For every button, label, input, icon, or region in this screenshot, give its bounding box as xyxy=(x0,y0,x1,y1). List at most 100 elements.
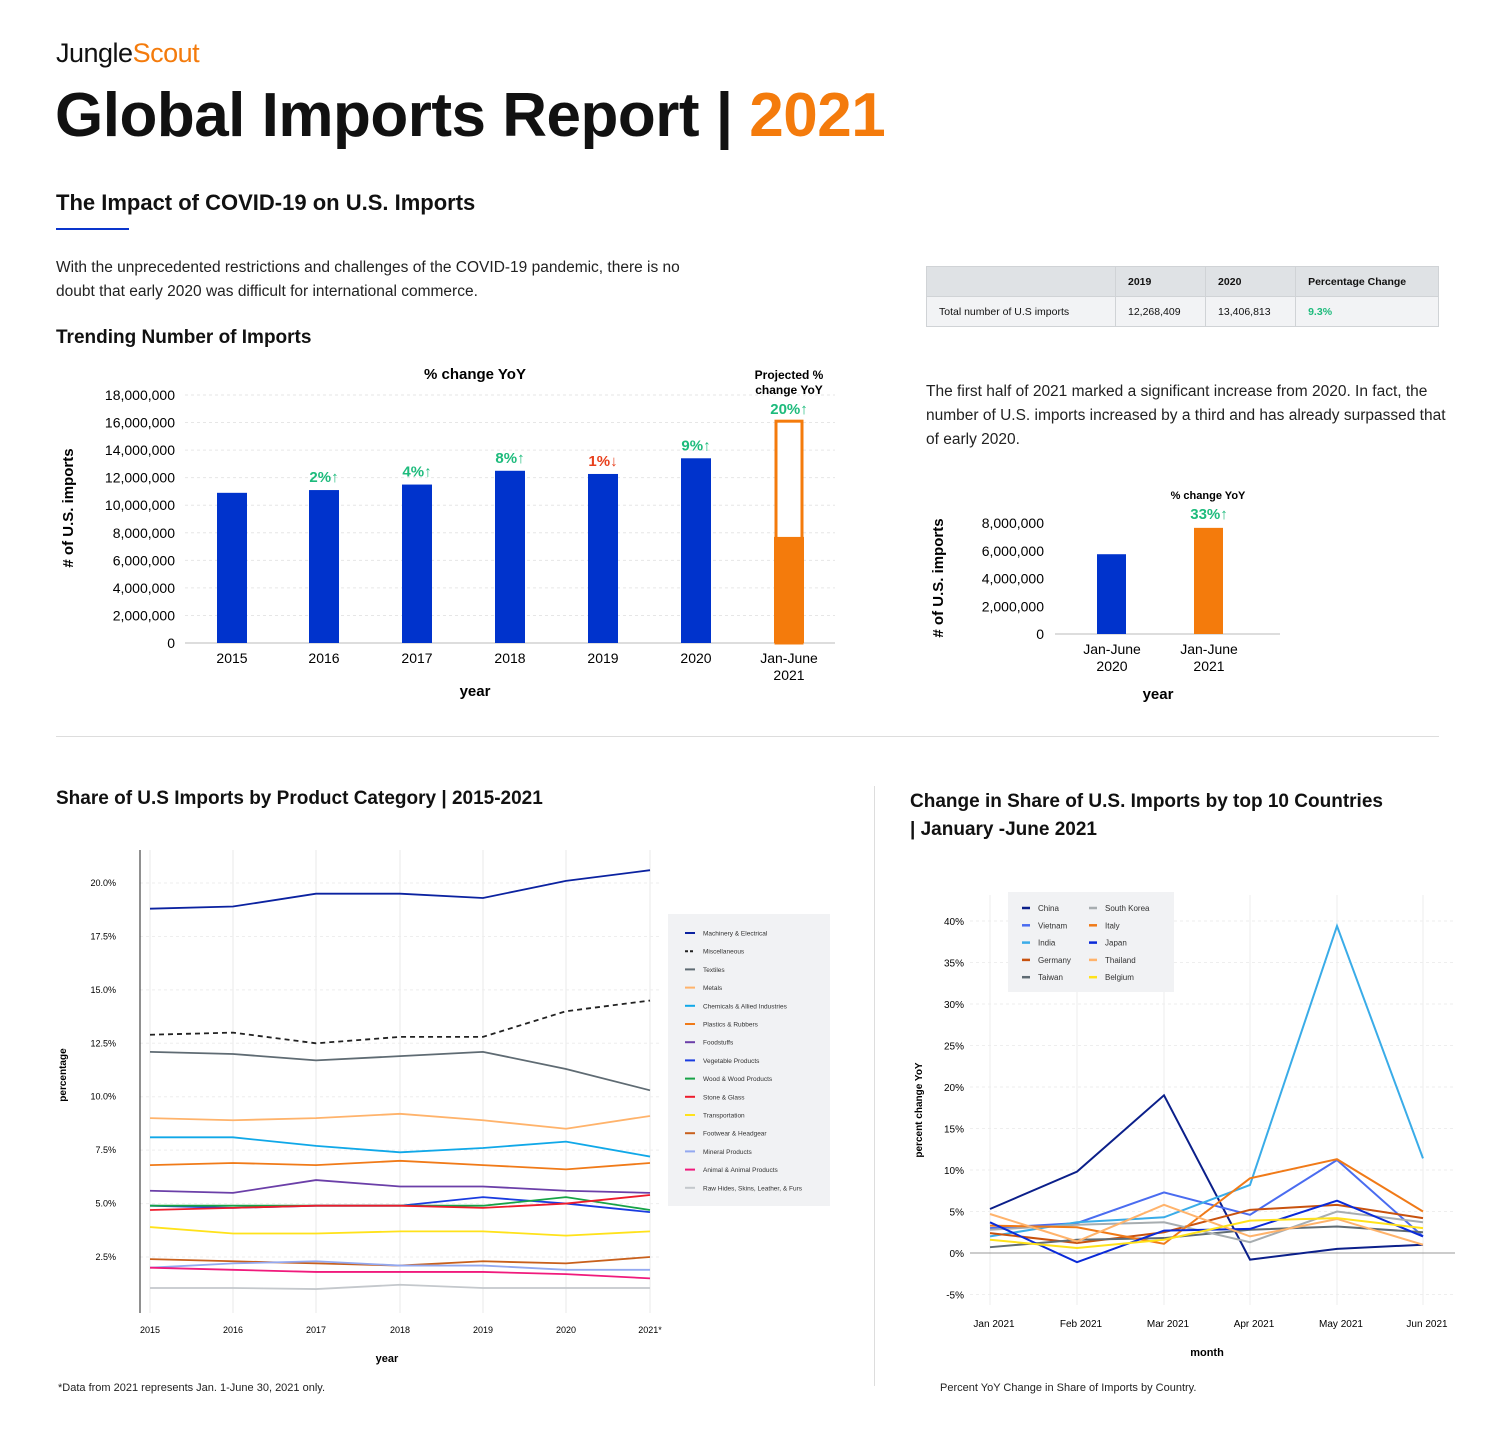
x-tick-label: 2020 xyxy=(556,1325,576,1335)
y-tick-label: 5% xyxy=(950,1208,965,1219)
x-axis-label: year xyxy=(376,1353,399,1365)
y-tick-label: 7.5% xyxy=(95,1145,116,1155)
y-tick-label: 4,000,000 xyxy=(113,580,175,596)
y-tick-label: 12,000,000 xyxy=(105,470,175,486)
x-tick-label: 2021 xyxy=(1193,658,1224,674)
change-label: 33%↑ xyxy=(1190,506,1228,523)
right-text: The first half of 2021 marked a signific… xyxy=(926,383,1446,448)
change-label: 2%↑ xyxy=(309,469,338,486)
y-tick-label: 2,000,000 xyxy=(113,607,175,623)
imports-table: 2019 2020 Percentage Change Total number o… xyxy=(926,266,1439,327)
table-header: Percentage Change xyxy=(1295,266,1439,297)
y-tick-label: 20.0% xyxy=(90,878,116,888)
y-axis-label: # of U.S. imports xyxy=(930,518,947,637)
series-line xyxy=(149,1194,651,1211)
series-line xyxy=(989,1158,1424,1245)
x-tick-label: Mar 2021 xyxy=(1147,1319,1190,1330)
x-tick-label: Apr 2021 xyxy=(1234,1319,1275,1330)
series-line xyxy=(989,1217,1424,1250)
y-tick-label: 40% xyxy=(944,917,964,928)
series-line xyxy=(149,1179,651,1194)
y-tick-label: 8,000,000 xyxy=(982,515,1044,531)
projected-label: Projected % xyxy=(755,368,824,382)
chart-title: % change YoY xyxy=(424,366,526,383)
table-cell: 9.3% xyxy=(1295,296,1439,327)
bar xyxy=(1194,527,1223,634)
x-tick-label: 2017 xyxy=(401,650,432,666)
bar xyxy=(217,492,247,643)
legend-label: China xyxy=(1038,904,1059,913)
x-tick-label: 2017 xyxy=(306,1325,326,1335)
y-tick-label: 16,000,000 xyxy=(105,415,175,431)
category-chart-heading: Share of U.S Imports by Product Category… xyxy=(56,788,543,809)
country-chart-heading: Change in Share of U.S. Imports by top 1… xyxy=(910,791,1383,840)
legend-label: Foodstuffs xyxy=(703,1040,734,1047)
series-line xyxy=(989,1210,1424,1244)
x-axis-label: month xyxy=(1190,1347,1224,1359)
y-tick-label: 0% xyxy=(950,1249,965,1260)
x-tick-label: 2018 xyxy=(390,1325,410,1335)
series-line xyxy=(989,1093,1424,1261)
legend-label: Animal & Animal Products xyxy=(703,1167,779,1174)
legend-label: South Korea xyxy=(1105,904,1150,913)
divider xyxy=(56,736,1439,737)
y-tick-label: 2.5% xyxy=(95,1252,116,1262)
divider xyxy=(874,786,875,1386)
x-tick-label: 2018 xyxy=(494,650,525,666)
y-tick-label: 0 xyxy=(167,635,175,651)
series-line xyxy=(149,1266,651,1280)
table-header xyxy=(926,266,1116,297)
legend-label: Plastics & Rubbers xyxy=(703,1022,759,1029)
bar xyxy=(1097,554,1126,634)
bar xyxy=(495,470,525,643)
legend-label: Footwear & Headgear xyxy=(703,1131,767,1138)
trending-heading: Trending Number of Imports xyxy=(56,327,312,348)
series-line xyxy=(149,869,651,910)
y-tick-label: 15% xyxy=(944,1125,964,1136)
series-line xyxy=(989,1225,1424,1249)
chart-title: % change YoY xyxy=(1171,490,1246,502)
table-cell: Total number of U.S imports xyxy=(926,296,1116,327)
y-tick-label: 14,000,000 xyxy=(105,442,175,458)
change-label: 9%↑ xyxy=(681,437,710,454)
legend-label: Raw Hides, Skins, Leather, & Furs xyxy=(703,1185,803,1192)
y-axis-label: # of U.S. imports xyxy=(60,448,77,567)
legend-label: Chemicals & Allied Industries xyxy=(703,1003,788,1010)
legend-label: Italy xyxy=(1105,921,1120,930)
x-tick-label: 2020 xyxy=(680,650,711,666)
x-tick-label: Jun 2021 xyxy=(1406,1319,1448,1330)
x-tick-label: 2019 xyxy=(587,650,618,666)
jungle-scout-logo: JungleScout xyxy=(56,38,200,68)
chart-caption: Percent YoY Change in Share of Imports b… xyxy=(940,1382,1197,1394)
x-tick-label: May 2021 xyxy=(1319,1319,1363,1330)
x-tick-label: 2019 xyxy=(473,1325,493,1335)
y-tick-label: 6,000,000 xyxy=(113,552,175,568)
legend-label: Germany xyxy=(1038,956,1071,965)
bar xyxy=(774,536,804,643)
intro-text: With the unprecedented restrictions and … xyxy=(56,259,680,300)
y-tick-label: 8,000,000 xyxy=(113,525,175,541)
page-title: Global Imports Report | 2021 xyxy=(55,81,886,150)
change-label: 1%↓ xyxy=(588,453,617,470)
y-tick-label: 20% xyxy=(944,1083,964,1094)
y-tick-label: 5.0% xyxy=(95,1199,116,1209)
table-cell: 12,268,409 xyxy=(1114,296,1207,327)
x-axis-label: year xyxy=(460,683,491,700)
bar xyxy=(309,490,339,643)
legend-label: Japan xyxy=(1105,939,1127,948)
legend-label: Mineral Products xyxy=(703,1149,753,1156)
legend-label: Vietnam xyxy=(1038,921,1068,930)
heading-underline xyxy=(56,228,129,230)
legend-label: Wood & Wood Products xyxy=(703,1076,773,1083)
x-tick-label: 2016 xyxy=(223,1325,243,1335)
y-tick-label: 10.0% xyxy=(90,1092,116,1102)
y-tick-label: 17.5% xyxy=(90,931,116,941)
series-line xyxy=(149,1112,651,1130)
legend-label: Transportation xyxy=(703,1113,745,1120)
x-tick-label: Jan-June xyxy=(1083,641,1141,657)
x-tick-label: Jan 2021 xyxy=(973,1319,1015,1330)
projected-label: change YoY xyxy=(755,383,823,397)
